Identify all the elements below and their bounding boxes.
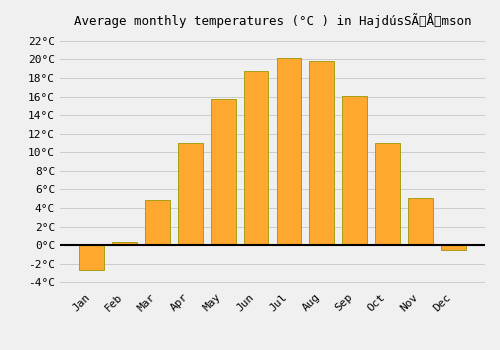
Bar [376, 143, 400, 245]
Bar [310, 61, 334, 245]
Bar [80, 245, 104, 270]
Bar [441, 245, 466, 250]
Bar [211, 99, 236, 245]
Bar [145, 199, 170, 245]
Bar [112, 243, 137, 245]
Bar [276, 57, 301, 245]
Bar [244, 70, 268, 245]
Title: Average monthly temperatures (°C ) in HajdúsSÃÅmson: Average monthly temperatures (°C ) in Ha… [74, 13, 471, 28]
Bar [342, 96, 367, 245]
Bar [408, 198, 433, 245]
Bar [178, 143, 203, 245]
